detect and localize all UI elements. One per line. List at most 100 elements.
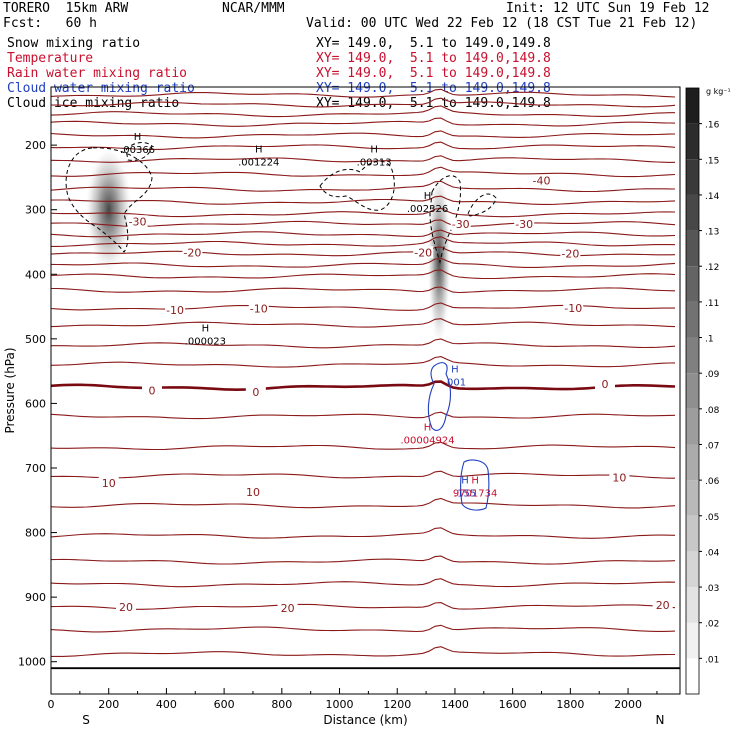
- org-title: NCAR/MMM: [222, 1, 285, 16]
- field-label-rain: Rain water mixing ratio: [7, 66, 188, 81]
- temp-label: -30: [452, 218, 470, 231]
- colorbar-tick-label: .01: [705, 655, 719, 665]
- extremum-value: .00313: [357, 158, 392, 169]
- extremum-mark: H: [370, 145, 378, 156]
- temp-label: -10: [166, 304, 184, 317]
- colorbar-tick-label: .15: [705, 156, 719, 166]
- y-tick-label: 800: [25, 527, 46, 540]
- colorbar-tick-label: .12: [705, 263, 719, 273]
- colorbar-cell: [686, 337, 699, 374]
- isotherm-322: [50, 219, 676, 227]
- isotherm-668: [50, 441, 676, 451]
- temp-label: 0: [252, 386, 259, 399]
- field-xy-snow: XY= 149.0, 5.1 to 149.0,149.8: [316, 36, 551, 51]
- colorbar-tick-label: .08: [705, 406, 720, 416]
- colorbar-cell: [686, 622, 699, 659]
- colorbar-tick-label: .13: [705, 228, 719, 238]
- x-axis-label: Distance (km): [323, 713, 407, 727]
- isotherm-223: [50, 155, 676, 163]
- temp-label: -40: [533, 175, 551, 188]
- isotherm-338: [50, 229, 676, 238]
- init-time: Init: 12 UTC Sun 19 Feb 12: [506, 1, 710, 16]
- temp-label: -30: [129, 215, 147, 228]
- y-tick-label: 1000: [18, 656, 46, 669]
- forecast-hour: Fcst: 60 h: [3, 16, 97, 31]
- temp-label: 10: [246, 486, 260, 499]
- temp-label: 20: [119, 601, 133, 614]
- colorbar-tick-label: .14: [705, 192, 720, 202]
- x-tick-label: 1400: [441, 698, 469, 711]
- extremum-mark: H: [202, 324, 210, 335]
- temp-label-bg: [652, 598, 673, 611]
- y-tick-label: 400: [25, 268, 46, 281]
- isotherm-712: [51, 470, 675, 479]
- x-tick-label: 200: [98, 698, 119, 711]
- extremum-mark: H: [255, 145, 263, 156]
- colorbar-tick-label: .09: [705, 370, 720, 380]
- cloud-ice-contour-mid: [319, 160, 395, 211]
- colorbar-cell: [686, 408, 699, 445]
- isotherm-203: [50, 141, 676, 150]
- y-tick-label: 700: [25, 462, 46, 475]
- extremum-value: .001: [444, 377, 466, 388]
- colorbar-cell: [686, 301, 699, 338]
- colorbar-cell: [686, 123, 699, 160]
- colorbar-cell: [686, 587, 699, 623]
- x-tick-label: 1800: [556, 698, 584, 711]
- extremum-mark: H: [471, 475, 479, 486]
- isotherm-845: [50, 555, 676, 565]
- temp-label-bg: [116, 600, 137, 613]
- plot-frame: [50, 86, 681, 695]
- y-tick-label: 200: [25, 139, 46, 152]
- colorbar-tick-label: .1: [705, 335, 714, 345]
- colorbar-cell: [686, 551, 699, 588]
- extremum-value: .001224: [238, 158, 279, 169]
- colorbar-cell: [686, 266, 699, 302]
- temp-label-bg: [127, 215, 148, 228]
- extremum-mark: H: [461, 475, 469, 486]
- isotherm-478: [50, 318, 676, 328]
- colorbar-cell: [686, 658, 699, 694]
- colorbar-cell: [686, 230, 699, 267]
- colorbar-tick-label: .02: [705, 620, 719, 630]
- snow-shading-0: [84, 151, 133, 281]
- x-tick-label: 1600: [499, 698, 527, 711]
- isotherm-386: [50, 257, 676, 268]
- extremum-value: 9701734: [453, 488, 498, 499]
- temp-label: -10: [250, 302, 268, 315]
- isotherm-122: [50, 88, 676, 98]
- extremum-mark: H: [451, 364, 459, 375]
- extremum-value: .155: [454, 488, 476, 499]
- field-label-snow: Snow mixing ratio: [7, 36, 141, 51]
- temp-label-bg: [450, 217, 471, 230]
- colorbar-tick-label: .06: [705, 477, 720, 487]
- colorbar-tick-label: .05: [705, 513, 719, 523]
- isotherm-268: [50, 180, 676, 193]
- x-tick-label: 400: [156, 698, 177, 711]
- colorbar-cell: [686, 373, 699, 409]
- x-tick-label: 2000: [614, 698, 642, 711]
- temp-label: 0: [148, 385, 155, 398]
- temp-label-bg: [514, 217, 535, 230]
- temp-label-bg: [413, 246, 434, 259]
- temp-label: -30: [515, 218, 533, 231]
- temp-label: 20: [656, 599, 670, 612]
- temp-label-bg: [98, 476, 119, 489]
- isotherm-540: [50, 356, 676, 368]
- temp-label-bg: [242, 485, 263, 498]
- extremum-mark: H: [424, 422, 432, 433]
- isotherm-950: [50, 624, 676, 633]
- temp-label-bg: [594, 378, 615, 391]
- temp-label: -10: [564, 302, 582, 315]
- temp-label-bg: [165, 303, 186, 316]
- field-label-temperature: Temperature: [7, 51, 94, 66]
- temp-label-bg: [245, 385, 266, 398]
- isotherm-368: [50, 246, 676, 257]
- isotherm-988: [51, 646, 675, 657]
- cloud-ice-contour-left-small: [125, 142, 153, 161]
- colorbar-tick-label: .04: [705, 548, 720, 558]
- temp-label-bg: [563, 301, 584, 314]
- field-label-cloud-ice: Cloud ice mixing ratio: [7, 96, 180, 111]
- isotherm-758: [50, 497, 676, 509]
- colorbar-cell: [686, 194, 699, 231]
